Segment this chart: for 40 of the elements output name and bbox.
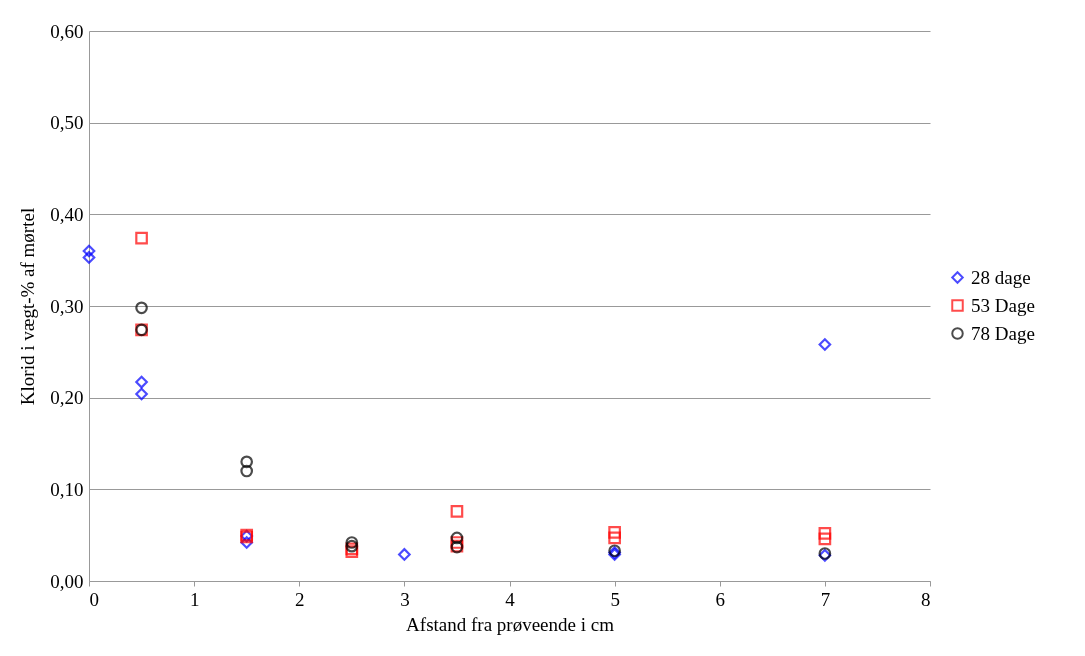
point — [135, 375, 148, 389]
x-tick-label: 2 — [295, 588, 305, 610]
point — [608, 531, 621, 545]
point — [818, 532, 832, 546]
y-tick-label: 0,10 — [50, 478, 84, 500]
point — [345, 536, 359, 549]
x-tick-label: 8 — [921, 588, 931, 610]
y-tick-label: 0,30 — [50, 295, 84, 317]
y-tick-label: 0,60 — [50, 20, 84, 42]
point — [135, 231, 148, 245]
point — [608, 526, 621, 539]
point — [135, 387, 148, 401]
x-tick-label: 1 — [189, 588, 200, 610]
y-tick-label: 0,50 — [50, 112, 84, 134]
point — [450, 531, 464, 545]
x-tick-label: 4 — [505, 588, 516, 610]
x-tick-label: 6 — [715, 588, 725, 610]
legend-label: 28 dage — [971, 266, 1031, 288]
point — [450, 536, 464, 549]
y-tick-label: 0,00 — [50, 570, 84, 592]
point — [135, 301, 148, 315]
point — [450, 504, 464, 518]
point — [82, 251, 96, 264]
y-tick-label: 0,20 — [50, 387, 84, 409]
point — [398, 548, 411, 561]
legend-label: 53 Dage — [971, 294, 1035, 316]
point — [818, 526, 832, 540]
point — [82, 244, 96, 258]
point — [240, 536, 254, 549]
point — [240, 464, 254, 478]
x-tick-label: 7 — [820, 588, 831, 610]
x-axis-title: Afstand fra prøveende i cm — [406, 613, 615, 635]
y-tick-label: 0,40 — [50, 203, 84, 225]
point — [240, 455, 254, 469]
x-tick-label: 0 — [89, 588, 99, 610]
y-axis-title: Klorid i vægt-% af mørtel — [17, 207, 39, 406]
x-tick-label: 5 — [610, 588, 620, 610]
legend-label: 78 Dage — [971, 322, 1035, 344]
x-tick-label: 3 — [400, 588, 410, 610]
point — [818, 338, 832, 351]
